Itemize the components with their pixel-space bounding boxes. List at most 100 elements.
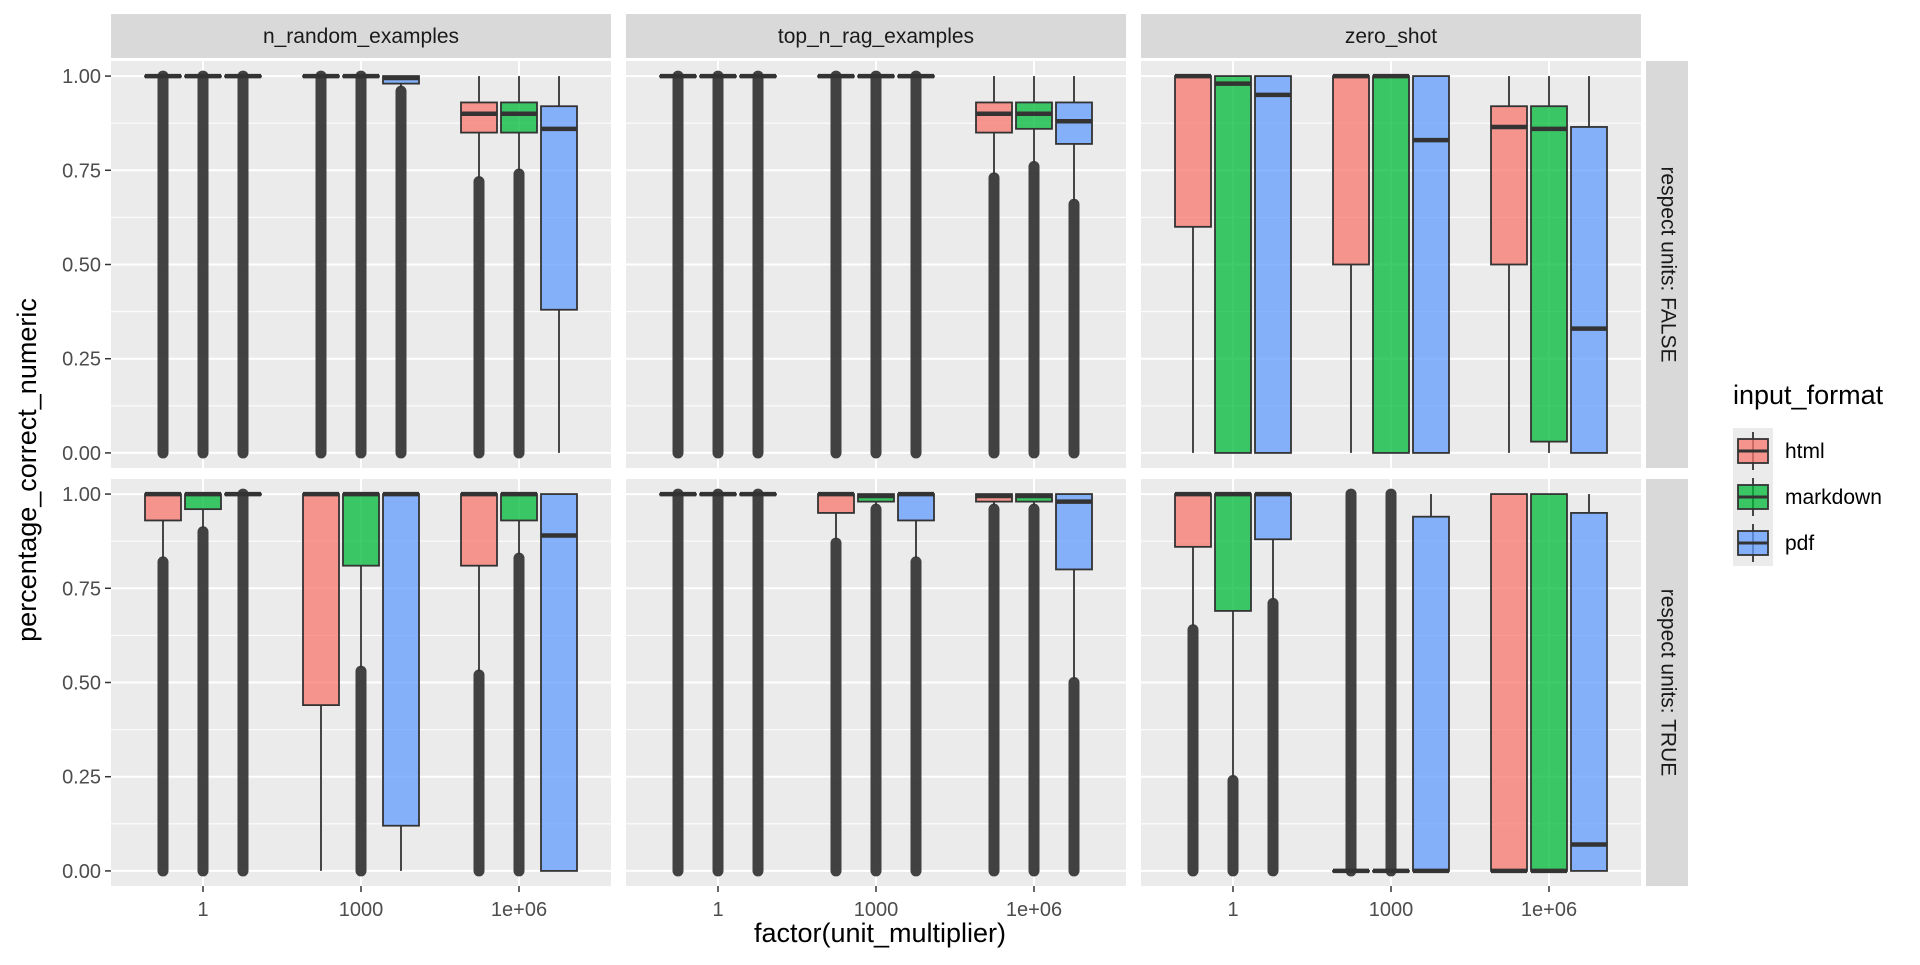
box-pdf	[1254, 75, 1292, 454]
box-markdown	[1214, 491, 1252, 877]
box-html	[659, 70, 697, 459]
y-tick-label: 0.50	[62, 255, 101, 277]
legend-item-pdf: pdf	[1733, 520, 1814, 566]
facet-strip-row	[1646, 479, 1688, 886]
box-markdown	[1214, 75, 1252, 454]
facet-strip-column	[111, 14, 611, 58]
box-html	[302, 491, 340, 871]
box-iqr	[1412, 75, 1450, 454]
box-pdf	[382, 75, 420, 459]
panels-layer: n_random_examples top_n_rag_examples zero_…	[62, 14, 1688, 921]
box-pdf	[1570, 494, 1608, 872]
x-tick-label: 1e+06	[1006, 899, 1062, 921]
facet-label-row: respect units: TRUE	[1656, 589, 1679, 777]
box-iqr	[1174, 75, 1212, 228]
box-markdown	[500, 491, 538, 877]
box-pdf	[224, 70, 262, 459]
box-iqr	[1254, 493, 1292, 541]
box-html	[1490, 76, 1528, 453]
box-iqr	[342, 493, 380, 567]
y-tick-label: 0.50	[62, 673, 101, 695]
box-pdf	[224, 488, 262, 877]
box-html	[1174, 491, 1212, 877]
box-iqr	[1412, 515, 1450, 872]
box-html	[975, 76, 1013, 459]
box-pdf	[1055, 493, 1093, 877]
facet-label-column: top_n_rag_examples	[778, 25, 974, 48]
box-iqr	[1214, 75, 1252, 454]
box-html	[302, 70, 340, 459]
box-pdf	[739, 488, 777, 877]
box-iqr	[302, 493, 340, 707]
box-iqr	[1490, 493, 1528, 872]
box-iqr	[460, 493, 498, 567]
box-html	[1174, 73, 1212, 453]
facet-strip-row	[1646, 61, 1688, 468]
box-iqr	[897, 493, 935, 522]
box-pdf	[382, 491, 420, 871]
box-html	[975, 493, 1013, 877]
facet-label-column: n_random_examples	[263, 25, 459, 48]
box-html	[817, 491, 855, 877]
box-pdf	[897, 70, 935, 459]
x-tick-label: 1000	[339, 899, 384, 921]
box-pdf	[1570, 76, 1608, 454]
box-iqr	[817, 493, 855, 514]
y-tick-label: 1.00	[62, 66, 101, 88]
x-tick-label: 1000	[854, 899, 899, 921]
y-tick-label: 0.75	[62, 578, 101, 600]
box-html	[817, 70, 855, 459]
y-tick-label: 0.25	[62, 349, 101, 371]
box-html	[144, 491, 182, 877]
x-tick-label: 1	[712, 899, 723, 921]
y-axis-title: percentage_correct_numeric	[12, 298, 42, 642]
box-iqr	[382, 493, 420, 827]
y-tick-label: 0.00	[62, 861, 101, 883]
legend-label: html	[1785, 440, 1825, 463]
box-pdf	[1055, 76, 1093, 459]
box-markdown	[342, 491, 380, 877]
legend-item-markdown: markdown	[1733, 474, 1882, 520]
box-markdown	[1530, 76, 1568, 453]
box-iqr	[1332, 75, 1370, 266]
facet-panel	[1141, 61, 1641, 468]
legend: input_format html markdown pdf	[1733, 380, 1884, 566]
x-axis-title: factor(unit_multiplier)	[754, 918, 1006, 948]
y-tick-label: 1.00	[62, 484, 101, 506]
box-iqr	[500, 493, 538, 522]
box-iqr	[500, 101, 538, 134]
y-tick-label: 0.25	[62, 767, 101, 789]
box-pdf	[1412, 75, 1450, 454]
box-iqr	[144, 493, 182, 522]
box-pdf	[540, 493, 578, 872]
box-html	[1490, 493, 1528, 874]
box-markdown	[857, 70, 895, 459]
x-tick-label: 1	[197, 899, 208, 921]
facet-panel	[111, 61, 611, 468]
facet-strip-column	[1141, 14, 1641, 58]
box-iqr	[460, 101, 498, 134]
box-markdown	[1015, 493, 1053, 877]
box-html	[144, 70, 182, 459]
box-html	[460, 491, 498, 877]
box-markdown	[184, 491, 222, 877]
x-tick-label: 1e+06	[1521, 899, 1577, 921]
x-tick-label: 1	[1227, 899, 1238, 921]
x-tick-label: 1000	[1369, 899, 1414, 921]
box-iqr	[975, 101, 1013, 134]
facet-strip-column	[626, 14, 1126, 58]
facet-label-column: zero_shot	[1345, 25, 1437, 48]
box-iqr	[1214, 493, 1252, 612]
legend-label: markdown	[1785, 486, 1882, 509]
box-markdown	[1372, 73, 1410, 454]
x-tick-label: 1e+06	[491, 899, 547, 921]
box-html	[1332, 73, 1370, 453]
box-iqr	[1372, 75, 1410, 454]
box-iqr	[1570, 126, 1608, 454]
box-iqr	[1055, 493, 1093, 571]
box-pdf	[1412, 494, 1450, 874]
box-html	[1332, 488, 1370, 877]
box-iqr	[1570, 512, 1608, 872]
box-iqr	[1490, 105, 1528, 266]
